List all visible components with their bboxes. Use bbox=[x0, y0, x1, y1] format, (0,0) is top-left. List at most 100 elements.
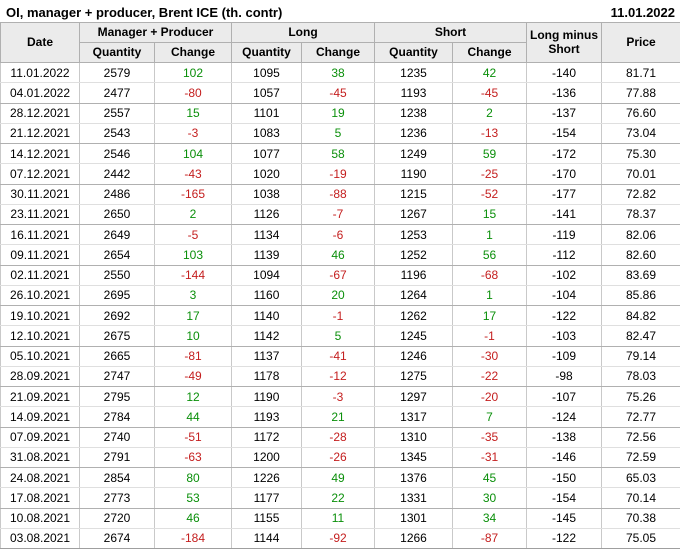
column-header-price: Price bbox=[602, 23, 680, 63]
short-quantity-cell: 1264 bbox=[375, 285, 453, 305]
short-change-cell: 15 bbox=[453, 204, 527, 224]
price-cell: 75.30 bbox=[602, 144, 680, 164]
short-quantity-cell: 1215 bbox=[375, 184, 453, 204]
mp-change-cell: -49 bbox=[155, 366, 232, 386]
long-quantity-cell: 1095 bbox=[232, 63, 302, 83]
long-minus-short-cell: -177 bbox=[527, 184, 602, 204]
mp-quantity-cell: 2486 bbox=[80, 184, 155, 204]
long-minus-short-cell: -145 bbox=[527, 508, 602, 528]
column-header-long-minus-short: Long minus Short bbox=[527, 23, 602, 63]
long-quantity-cell: 1077 bbox=[232, 144, 302, 164]
date-cell: 21.09.2021 bbox=[1, 387, 80, 407]
long-change-cell: -28 bbox=[302, 427, 375, 447]
date-cell: 19.10.2021 bbox=[1, 306, 80, 326]
long-change-cell: -3 bbox=[302, 387, 375, 407]
price-cell: 78.37 bbox=[602, 204, 680, 224]
short-change-cell: 1 bbox=[453, 285, 527, 305]
long-minus-short-cell: -172 bbox=[527, 144, 602, 164]
column-header-long-quantity: Quantity bbox=[232, 43, 302, 63]
mp-quantity-cell: 2740 bbox=[80, 427, 155, 447]
mp-change-cell: -51 bbox=[155, 427, 232, 447]
short-quantity-cell: 1345 bbox=[375, 447, 453, 467]
short-change-cell: -35 bbox=[453, 427, 527, 447]
price-cell: 70.01 bbox=[602, 164, 680, 184]
long-quantity-cell: 1139 bbox=[232, 245, 302, 265]
mp-change-cell: -5 bbox=[155, 225, 232, 245]
price-cell: 70.14 bbox=[602, 488, 680, 508]
long-change-cell: 5 bbox=[302, 123, 375, 143]
short-quantity-cell: 1193 bbox=[375, 83, 453, 103]
long-change-cell: -41 bbox=[302, 346, 375, 366]
long-minus-short-cell: -109 bbox=[527, 346, 602, 366]
long-quantity-cell: 1134 bbox=[232, 225, 302, 245]
price-cell: 65.03 bbox=[602, 468, 680, 488]
long-quantity-cell: 1126 bbox=[232, 204, 302, 224]
long-quantity-cell: 1172 bbox=[232, 427, 302, 447]
short-change-cell: -22 bbox=[453, 366, 527, 386]
title-bar: OI, manager + producer, Brent ICE (th. c… bbox=[0, 0, 680, 22]
short-change-cell: 34 bbox=[453, 508, 527, 528]
short-change-cell: -1 bbox=[453, 326, 527, 346]
short-change-cell: 30 bbox=[453, 488, 527, 508]
mp-quantity-cell: 2546 bbox=[80, 144, 155, 164]
long-change-cell: 46 bbox=[302, 245, 375, 265]
open-interest-table: Date Manager + Producer Long Short Long … bbox=[0, 22, 680, 549]
long-change-cell: 5 bbox=[302, 326, 375, 346]
short-change-cell: 59 bbox=[453, 144, 527, 164]
long-change-cell: 38 bbox=[302, 63, 375, 83]
long-quantity-cell: 1083 bbox=[232, 123, 302, 143]
group-header-short: Short bbox=[375, 23, 527, 43]
mp-quantity-cell: 2654 bbox=[80, 245, 155, 265]
short-quantity-cell: 1245 bbox=[375, 326, 453, 346]
long-quantity-cell: 1038 bbox=[232, 184, 302, 204]
group-header-manager-producer: Manager + Producer bbox=[80, 23, 232, 43]
column-header-mp-change: Change bbox=[155, 43, 232, 63]
mp-change-cell: 2 bbox=[155, 204, 232, 224]
mp-change-cell: 53 bbox=[155, 488, 232, 508]
short-change-cell: -45 bbox=[453, 83, 527, 103]
long-quantity-cell: 1178 bbox=[232, 366, 302, 386]
long-quantity-cell: 1200 bbox=[232, 447, 302, 467]
price-cell: 76.60 bbox=[602, 103, 680, 123]
mp-change-cell: -165 bbox=[155, 184, 232, 204]
mp-quantity-cell: 2543 bbox=[80, 123, 155, 143]
date-cell: 31.08.2021 bbox=[1, 447, 80, 467]
short-change-cell: -68 bbox=[453, 265, 527, 285]
price-cell: 75.05 bbox=[602, 528, 680, 548]
mp-quantity-cell: 2665 bbox=[80, 346, 155, 366]
long-change-cell: -1 bbox=[302, 306, 375, 326]
date-cell: 16.11.2021 bbox=[1, 225, 80, 245]
short-change-cell: -31 bbox=[453, 447, 527, 467]
price-cell: 81.71 bbox=[602, 63, 680, 83]
short-change-cell: -52 bbox=[453, 184, 527, 204]
price-cell: 72.59 bbox=[602, 447, 680, 467]
long-minus-short-cell: -146 bbox=[527, 447, 602, 467]
date-cell: 23.11.2021 bbox=[1, 204, 80, 224]
short-quantity-cell: 1236 bbox=[375, 123, 453, 143]
mp-change-cell: 10 bbox=[155, 326, 232, 346]
